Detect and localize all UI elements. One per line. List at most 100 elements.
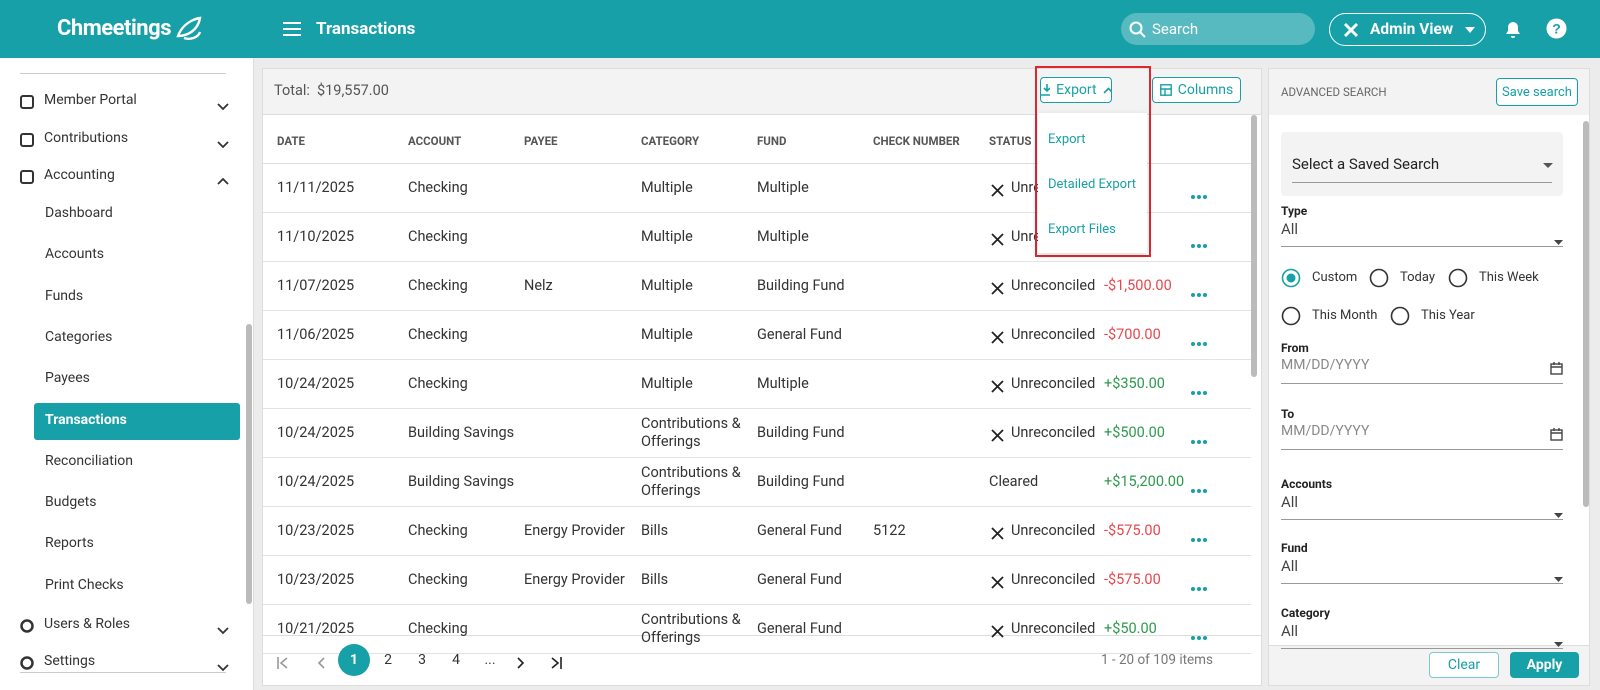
export-highlight: Export Detailed Export Export Files [1035, 66, 1151, 257]
page-number[interactable]: 2 [384, 652, 392, 668]
date: 10/23/2025 [277, 571, 355, 588]
brand-icon [176, 16, 202, 40]
column-header[interactable]: PAYEE [524, 134, 558, 148]
nav-subitem[interactable]: Print Checks [45, 576, 124, 593]
account: Checking [408, 375, 468, 392]
row-actions-svg [1191, 440, 1207, 444]
nav-item[interactable]: Accounting [44, 167, 115, 183]
search-box[interactable]: Search [1121, 13, 1315, 45]
first-page-svg [277, 657, 288, 669]
last-page [550, 654, 562, 673]
status-x-icon [991, 231, 1004, 250]
export-button[interactable]: Export [1040, 77, 1112, 103]
date: 11/11/2025 [277, 179, 355, 196]
nav-subitem[interactable]: Accounts [45, 246, 105, 263]
radio-svg [1281, 306, 1301, 326]
nav-item[interactable]: Member Portal [44, 92, 137, 108]
column-header[interactable]: ACCOUNT [408, 134, 462, 148]
underline [1281, 449, 1563, 450]
help-icon[interactable]: ? [1546, 18, 1567, 39]
status-x-icon-svg [991, 380, 1004, 393]
nav-subitem[interactable]: Payees [45, 370, 90, 387]
nav-subitem[interactable]: Reports [45, 535, 94, 552]
export-menu: Export Detailed Export Export Files [1038, 113, 1147, 253]
column-header[interactable]: DATE [277, 134, 305, 148]
caret-svg [1554, 513, 1563, 518]
fund: General Fund [757, 522, 842, 539]
column-header[interactable]: FUND [757, 134, 787, 148]
field-value[interactable]: All [1281, 622, 1299, 640]
search-icon [1129, 21, 1146, 38]
row-actions [1190, 479, 1208, 498]
nav-subitem[interactable]: Categories [45, 328, 113, 345]
chevron [217, 620, 229, 639]
account: Checking [408, 620, 468, 637]
status: Cleared [989, 473, 1039, 490]
account: Checking [408, 179, 468, 196]
status: Unreconciled [1011, 571, 1096, 588]
export-option[interactable]: Export [1048, 132, 1086, 147]
field-value[interactable]: All [1281, 493, 1299, 511]
field-value[interactable]: MM/DD/YYYY [1281, 423, 1370, 439]
export-option[interactable]: Detailed Export [1048, 177, 1137, 192]
saved-search-select[interactable]: Select a Saved Search [1281, 132, 1563, 196]
view-switch[interactable]: Admin View [1329, 13, 1486, 46]
field-value[interactable]: MM/DD/YYYY [1281, 357, 1370, 373]
nav-icon [20, 169, 34, 188]
export-option[interactable]: Export Files [1048, 222, 1116, 237]
nav-subitem[interactable]: Funds [45, 287, 84, 304]
apply-button[interactable]: Apply [1510, 652, 1579, 678]
check-number [873, 213, 983, 261]
status: Unreconciled [1011, 522, 1096, 539]
page-title: Transactions [316, 19, 416, 39]
radio-label[interactable]: Custom [1312, 270, 1358, 285]
amount: -$575.00 [1104, 522, 1161, 539]
field-value[interactable]: All [1281, 557, 1299, 575]
radio-label[interactable]: This Week [1479, 270, 1539, 285]
sidebar: Member Portal Contributions Accounting Dash… [0, 58, 254, 690]
column-header[interactable]: CHECK NUMBER [873, 134, 960, 148]
field-value[interactable]: All [1281, 220, 1299, 238]
clear-button[interactable]: Clear [1429, 652, 1499, 678]
page-number[interactable]: 4 [452, 652, 460, 668]
bell-icon[interactable] [1503, 19, 1523, 40]
radio-label[interactable]: Today [1400, 270, 1436, 285]
caret-svg [1554, 642, 1563, 647]
category: Contributions & Offerings [641, 415, 741, 450]
status: Unreconciled [1011, 375, 1096, 392]
column-header[interactable]: STATUS [989, 134, 1032, 148]
page-number[interactable]: 1 [349, 652, 359, 668]
row-actions-svg [1191, 293, 1207, 297]
radio-label[interactable]: This Month [1312, 308, 1378, 323]
nav-icon [20, 655, 34, 674]
account: Checking [408, 522, 468, 539]
account: Building Savings [408, 473, 515, 490]
column-header[interactable]: CATEGORY [641, 134, 700, 148]
check-number [873, 409, 983, 457]
page-number[interactable]: ... [484, 652, 496, 668]
nav-subitem[interactable]: Transactions [45, 411, 127, 428]
page-number[interactable]: 3 [418, 652, 426, 668]
row-divider [263, 555, 1251, 556]
nav-item[interactable]: Settings [44, 653, 96, 669]
columns-button[interactable]: Columns [1152, 77, 1241, 103]
nav-item[interactable]: Users & Roles [44, 616, 131, 632]
nav-subitem[interactable]: Dashboard [45, 205, 113, 221]
chevron [217, 657, 229, 676]
check-number [873, 262, 983, 310]
menu-icon[interactable] [283, 21, 301, 37]
nav-subitem[interactable]: Reconciliation [45, 452, 133, 469]
nav-icon [20, 94, 34, 113]
check-number [873, 360, 983, 408]
payee [524, 311, 634, 359]
brand[interactable]: Chmeetings [57, 16, 172, 41]
nav-item[interactable]: Contributions [44, 130, 129, 146]
nav-subitem[interactable]: Budgets [45, 494, 97, 511]
calendar-icon-svg [1550, 362, 1563, 375]
page-summary: 1 - 20 of 109 items [1100, 652, 1213, 668]
save-search-button[interactable]: Save search [1496, 78, 1578, 106]
radio-label[interactable]: This Year [1421, 308, 1475, 323]
total-value: $19,557.00 [317, 82, 389, 99]
status-x-icon-svg [991, 527, 1004, 540]
row-divider [263, 261, 1251, 262]
